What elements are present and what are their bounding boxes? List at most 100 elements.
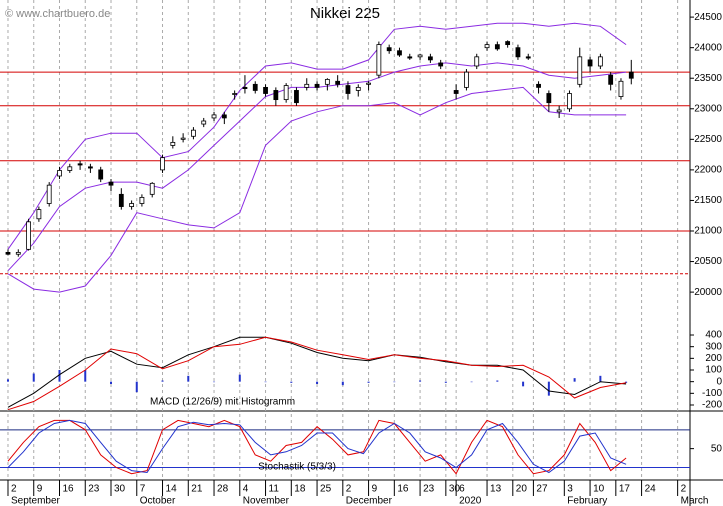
candle-body — [232, 93, 238, 95]
band-line — [7, 86, 627, 293]
x-tick-label: 21 — [191, 484, 203, 495]
histogram-bar — [58, 370, 61, 382]
candle-body — [324, 79, 330, 85]
candle-body — [294, 90, 299, 104]
y-tick-label: 400 — [705, 330, 722, 341]
histogram-bar — [367, 381, 370, 383]
candle-body — [597, 56, 603, 67]
candle-body — [608, 74, 614, 85]
month-label: November — [243, 496, 290, 506]
watermark: © www.chartbuero.de — [5, 8, 110, 20]
x-tick-label: 9 — [37, 484, 43, 495]
histogram-bar — [419, 380, 422, 382]
y-tick-label: 20000 — [694, 287, 722, 298]
y-tick-label: 24500 — [694, 12, 722, 23]
candle-body — [376, 44, 382, 76]
candle-body — [108, 181, 114, 186]
candle-body — [57, 170, 62, 177]
x-tick-label: 18 — [294, 484, 306, 495]
candle-body — [355, 86, 361, 91]
x-tick-label: 2 — [11, 484, 17, 495]
y-tick-label: 300 — [705, 341, 722, 352]
y-tick-label: -100 — [702, 388, 722, 399]
candle-body — [577, 56, 583, 85]
candle-body — [438, 62, 444, 67]
x-tick-label: 27 — [536, 484, 548, 495]
stochastic-line — [7, 419, 627, 475]
candle-body — [77, 163, 83, 166]
panel-label: MACD (12/26/9) mit Histogramm — [150, 397, 295, 408]
candle-body — [407, 56, 413, 59]
candle-body — [628, 71, 634, 79]
histogram-bar — [187, 375, 190, 382]
histogram-bar — [470, 381, 473, 383]
candle-body — [263, 86, 268, 94]
x-tick-label: 11 — [269, 484, 280, 495]
x-tick-label: 9 — [372, 484, 378, 495]
x-tick-label: 16 — [62, 484, 74, 495]
candle-body — [191, 129, 196, 137]
candle-body — [118, 193, 124, 207]
candle-body — [484, 44, 490, 49]
x-tick-label: 14 — [166, 484, 178, 495]
x-tick-label: 7 — [140, 484, 146, 495]
candle-body — [15, 251, 21, 255]
x-tick-label: 4 — [243, 484, 249, 495]
histogram-bar — [135, 381, 138, 393]
candle-body — [46, 184, 52, 204]
histogram-bar — [316, 381, 319, 384]
y-tick-label: 23000 — [694, 103, 722, 114]
candle-body — [474, 56, 480, 67]
panel-label: Stochastik (5/3/3) — [258, 462, 336, 473]
candle-body — [525, 56, 531, 59]
x-tick-label: 30 — [114, 484, 126, 495]
x-tick-label: 17 — [619, 484, 631, 495]
x-tick-label: 20 — [516, 484, 528, 495]
histogram-bar — [573, 378, 576, 382]
candle-body — [88, 166, 93, 169]
month-label: 2020 — [459, 496, 482, 506]
x-tick-label: 25 — [320, 484, 332, 495]
candle-body — [397, 50, 402, 56]
histogram-bar — [547, 381, 550, 396]
histogram-bar — [213, 381, 216, 383]
histogram-bar — [496, 380, 499, 382]
x-tick-label: 6 — [459, 484, 465, 495]
candle-body — [36, 209, 42, 220]
histogram-bar — [290, 381, 293, 383]
candle-body — [587, 59, 593, 67]
candle-body — [417, 54, 423, 58]
candle-body — [67, 166, 73, 171]
histogram-bar — [599, 375, 602, 382]
x-tick-label: 23 — [88, 484, 100, 495]
histogram-bar — [110, 381, 113, 384]
candle-body — [149, 182, 155, 195]
histogram-bar — [341, 381, 344, 386]
x-tick-label: 3 — [567, 484, 573, 495]
x-tick-label: 16 — [397, 484, 409, 495]
candle-body — [335, 80, 341, 85]
histogram-bar — [32, 373, 35, 382]
candle-body — [170, 141, 176, 146]
candle-body — [98, 169, 104, 180]
candle-body — [453, 90, 459, 94]
candle-body — [242, 86, 248, 90]
candle-body — [556, 109, 562, 113]
candle-body — [345, 85, 351, 94]
candle-body — [464, 71, 469, 88]
macd-line — [7, 336, 627, 411]
histogram-bar — [238, 374, 241, 382]
x-tick-label: 30 — [449, 484, 461, 495]
y-tick-label: 20500 — [694, 256, 722, 267]
y-tick-label: 22500 — [694, 134, 722, 145]
candle-body — [211, 114, 217, 119]
x-tick-label: 10 — [593, 484, 605, 495]
candle-body — [5, 251, 11, 255]
candle-body — [252, 83, 258, 91]
month-label: February — [567, 496, 607, 506]
y-tick-label: 22000 — [694, 165, 722, 176]
candle-body — [221, 114, 227, 119]
histogram-bar — [522, 381, 525, 387]
